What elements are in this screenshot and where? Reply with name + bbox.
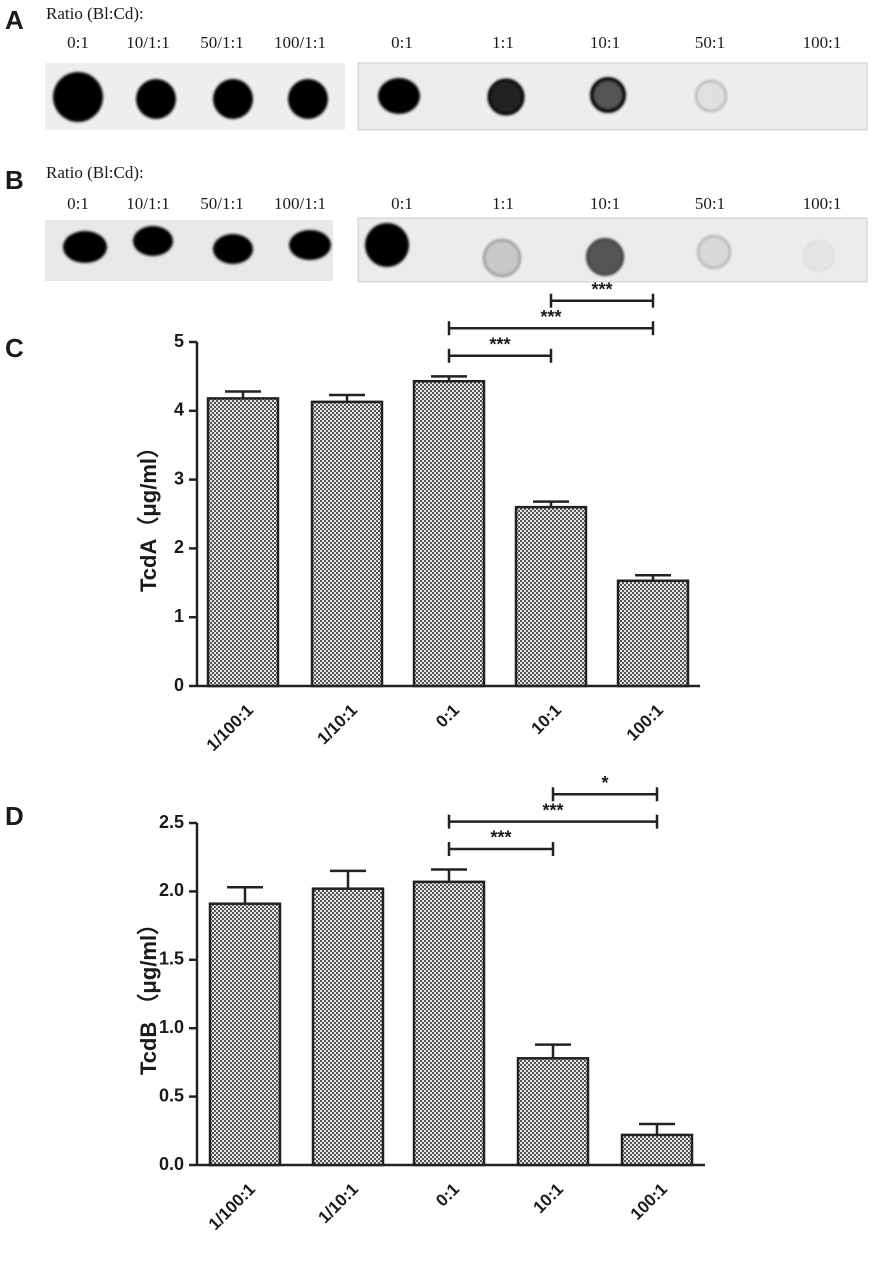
lane-label: 10/1:1 bbox=[126, 194, 169, 213]
dot bbox=[695, 80, 727, 112]
y-axis-label: TcdB （μg/ml） bbox=[136, 913, 161, 1075]
lane-label: 10:1 bbox=[590, 33, 620, 52]
lane-label: 100/1:1 bbox=[274, 33, 326, 52]
panel-label: A bbox=[5, 5, 24, 35]
dot bbox=[803, 240, 835, 272]
sig-label: *** bbox=[540, 307, 561, 327]
y-tick-label: 2.5 bbox=[159, 812, 184, 832]
lane-label: 1:1 bbox=[492, 33, 514, 52]
y-tick-label: 4 bbox=[174, 400, 184, 420]
y-tick-label: 5 bbox=[174, 331, 184, 351]
lane-label: 10:1 bbox=[590, 194, 620, 213]
lane-label: 0:1 bbox=[67, 33, 89, 52]
dot bbox=[213, 234, 253, 264]
dot bbox=[53, 72, 103, 122]
lane-label: 50:1 bbox=[695, 194, 725, 213]
y-tick-label: 0 bbox=[174, 675, 184, 695]
bar bbox=[311, 887, 385, 1167]
y-tick-label: 2.0 bbox=[159, 880, 184, 900]
bar bbox=[412, 880, 486, 1167]
x-tick-label: 10:1 bbox=[530, 1180, 567, 1217]
x-tick-label: 1/100:1 bbox=[203, 701, 257, 755]
lane-label: 50/1:1 bbox=[200, 194, 243, 213]
dot bbox=[63, 231, 107, 263]
dot bbox=[289, 230, 331, 260]
y-tick-label: 3 bbox=[174, 468, 184, 488]
lane-label: 10/1:1 bbox=[126, 33, 169, 52]
y-axis-label: TcdA（μg/ml） bbox=[136, 436, 161, 592]
y-tick-label: 1 bbox=[174, 606, 184, 626]
x-tick-label: 10:1 bbox=[528, 701, 565, 738]
bar bbox=[310, 400, 384, 688]
x-tick-label: 1/100:1 bbox=[205, 1180, 259, 1234]
ratio-label: Ratio (Bl:Cd): bbox=[46, 163, 144, 182]
y-tick-label: 0.5 bbox=[159, 1085, 184, 1105]
y-tick-label: 1.5 bbox=[159, 949, 184, 969]
x-tick-label: 0:1 bbox=[432, 1180, 463, 1211]
dot bbox=[133, 226, 173, 256]
lane-label: 50:1 bbox=[695, 33, 725, 52]
lane-label: 100:1 bbox=[803, 194, 842, 213]
sig-label: * bbox=[601, 773, 608, 793]
sig-label: *** bbox=[591, 279, 612, 299]
dot bbox=[590, 77, 626, 113]
panel-label: B bbox=[5, 165, 24, 195]
lane-label: 1:1 bbox=[492, 194, 514, 213]
dot bbox=[213, 79, 253, 119]
bar bbox=[514, 505, 588, 688]
y-tick-label: 0.0 bbox=[159, 1154, 184, 1174]
dot bbox=[586, 238, 624, 276]
bar bbox=[516, 1057, 590, 1167]
sig-label: *** bbox=[490, 828, 511, 848]
x-tick-label: 1/10:1 bbox=[313, 701, 361, 749]
x-tick-label: 0:1 bbox=[432, 701, 463, 732]
dot bbox=[378, 78, 420, 114]
dot bbox=[487, 78, 525, 116]
dot bbox=[288, 79, 328, 119]
bar bbox=[206, 397, 280, 688]
lane-label: 0:1 bbox=[391, 194, 413, 213]
bar bbox=[208, 902, 282, 1167]
lane-label: 100/1:1 bbox=[274, 194, 326, 213]
x-tick-label: 100:1 bbox=[627, 1180, 671, 1224]
lane-label: 0:1 bbox=[391, 33, 413, 52]
sig-label: *** bbox=[489, 335, 510, 355]
y-tick-label: 2 bbox=[174, 537, 184, 557]
panel-label: C bbox=[5, 333, 24, 363]
bar bbox=[412, 379, 486, 688]
lane-label: 50/1:1 bbox=[200, 33, 243, 52]
bar bbox=[616, 579, 690, 688]
y-tick-label: 1.0 bbox=[159, 1017, 184, 1037]
dot bbox=[136, 79, 176, 119]
lane-label: 100:1 bbox=[803, 33, 842, 52]
dot bbox=[365, 223, 409, 267]
lane-label: 0:1 bbox=[67, 194, 89, 213]
x-tick-label: 100:1 bbox=[623, 701, 667, 745]
sig-label: *** bbox=[542, 800, 563, 820]
ratio-label: Ratio (Bl:Cd): bbox=[46, 4, 144, 23]
dot bbox=[697, 235, 731, 269]
blot-dots bbox=[53, 72, 835, 277]
x-tick-label: 1/10:1 bbox=[314, 1180, 362, 1228]
bar bbox=[620, 1133, 694, 1167]
dot bbox=[483, 239, 521, 277]
panel-label: D bbox=[5, 801, 24, 831]
